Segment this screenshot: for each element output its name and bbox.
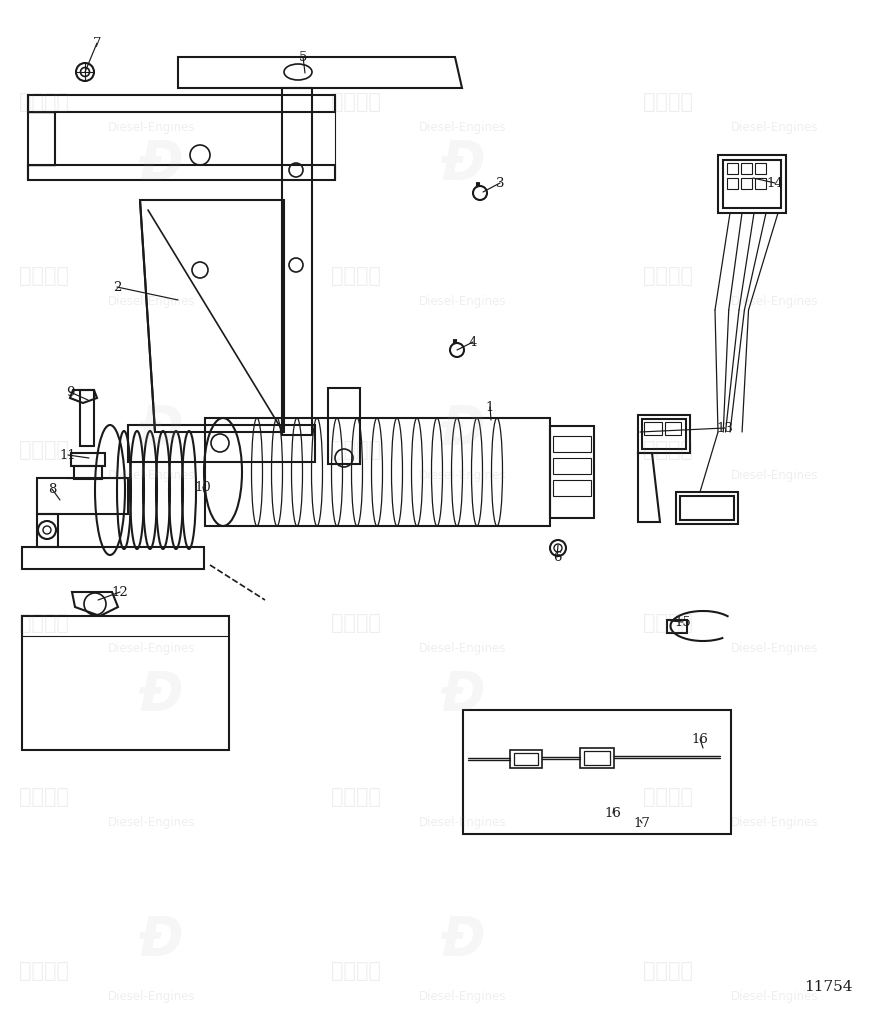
Text: Diesel-Engines: Diesel-Engines <box>419 469 506 481</box>
Text: 10: 10 <box>195 480 212 494</box>
Text: Diesel-Engines: Diesel-Engines <box>108 122 195 134</box>
Bar <box>584 751 610 765</box>
Bar <box>553 458 591 474</box>
Bar <box>727 162 738 174</box>
Text: Ð: Ð <box>138 138 182 189</box>
Text: 紫发动力: 紫发动力 <box>20 266 69 286</box>
Bar <box>741 162 752 174</box>
Text: 紫发动力: 紫发动力 <box>20 961 69 981</box>
Text: 紫发动力: 紫发动力 <box>331 439 381 460</box>
Text: Ð: Ð <box>138 915 182 966</box>
Bar <box>22 547 204 569</box>
Text: 17: 17 <box>634 817 651 830</box>
Bar <box>550 426 594 518</box>
Text: 3: 3 <box>496 177 505 189</box>
Text: 紫发动力: 紫发动力 <box>643 439 692 460</box>
Bar <box>205 418 550 526</box>
Text: Ð: Ð <box>138 404 182 455</box>
Text: 紫发动力: 紫发动力 <box>331 266 381 286</box>
Text: Ð: Ð <box>138 669 182 721</box>
Bar <box>463 710 731 834</box>
Text: Ð: Ð <box>441 138 485 189</box>
Text: Diesel-Engines: Diesel-Engines <box>419 990 506 1003</box>
Bar <box>553 436 591 452</box>
Bar <box>741 178 752 189</box>
Bar <box>580 748 614 768</box>
Text: 1: 1 <box>486 401 494 414</box>
Text: 紫发动力: 紫发动力 <box>643 266 692 286</box>
Text: Diesel-Engines: Diesel-Engines <box>108 469 195 481</box>
Bar <box>718 155 786 213</box>
Bar <box>676 492 738 524</box>
Bar <box>644 422 662 435</box>
Text: 16: 16 <box>604 806 621 820</box>
Text: Diesel-Engines: Diesel-Engines <box>731 122 818 134</box>
Bar <box>553 480 591 496</box>
Bar <box>667 620 687 633</box>
Text: 11: 11 <box>60 449 77 462</box>
Bar <box>723 160 781 208</box>
Text: Ð: Ð <box>441 404 485 455</box>
Text: 紫发动力: 紫发动力 <box>643 787 692 807</box>
Text: Diesel-Engines: Diesel-Engines <box>108 990 195 1003</box>
Bar <box>71 453 105 466</box>
Bar <box>755 178 766 189</box>
Bar <box>680 496 734 520</box>
Text: Diesel-Engines: Diesel-Engines <box>419 643 506 655</box>
Text: 6: 6 <box>553 551 562 563</box>
Bar <box>638 415 690 453</box>
Text: 紫发动力: 紫发动力 <box>20 439 69 460</box>
Text: Diesel-Engines: Diesel-Engines <box>731 990 818 1003</box>
Text: 紫发动力: 紫发动力 <box>331 613 381 634</box>
Text: 15: 15 <box>675 615 692 629</box>
Bar <box>514 753 538 765</box>
Text: 紫发动力: 紫发动力 <box>331 92 381 112</box>
Text: 紫发动力: 紫发动力 <box>643 613 692 634</box>
Text: 11754: 11754 <box>804 980 853 994</box>
Text: 紫发动力: 紫发动力 <box>643 92 692 112</box>
Text: 2: 2 <box>113 280 121 293</box>
Text: 7: 7 <box>93 37 101 49</box>
Bar <box>510 750 542 768</box>
Text: 5: 5 <box>299 50 307 63</box>
Text: Ð: Ð <box>441 915 485 966</box>
Bar <box>727 178 738 189</box>
Bar <box>74 466 102 479</box>
Bar <box>80 390 94 446</box>
Text: Diesel-Engines: Diesel-Engines <box>731 295 818 308</box>
Text: Ð: Ð <box>441 669 485 721</box>
Text: 14: 14 <box>766 177 783 189</box>
Bar <box>755 162 766 174</box>
Bar <box>665 422 681 435</box>
Text: Diesel-Engines: Diesel-Engines <box>731 643 818 655</box>
Text: Diesel-Engines: Diesel-Engines <box>731 817 818 829</box>
Text: Diesel-Engines: Diesel-Engines <box>419 817 506 829</box>
Text: 紫发动力: 紫发动力 <box>20 92 69 112</box>
Bar <box>328 388 360 464</box>
Text: 12: 12 <box>111 586 128 599</box>
Text: 16: 16 <box>692 733 708 745</box>
Text: Diesel-Engines: Diesel-Engines <box>731 469 818 481</box>
Text: 4: 4 <box>469 335 477 349</box>
Text: 8: 8 <box>48 482 56 496</box>
Bar <box>22 616 229 750</box>
Text: 紫发动力: 紫发动力 <box>20 613 69 634</box>
Text: Diesel-Engines: Diesel-Engines <box>419 122 506 134</box>
Text: 9: 9 <box>66 385 74 399</box>
Text: Diesel-Engines: Diesel-Engines <box>108 295 195 308</box>
Text: 紫发动力: 紫发动力 <box>20 787 69 807</box>
Text: Diesel-Engines: Diesel-Engines <box>108 817 195 829</box>
Text: 紫发动力: 紫发动力 <box>643 961 692 981</box>
Text: Diesel-Engines: Diesel-Engines <box>419 295 506 308</box>
Text: 13: 13 <box>716 421 733 434</box>
Text: 紫发动力: 紫发动力 <box>331 961 381 981</box>
Text: 紫发动力: 紫发动力 <box>331 787 381 807</box>
Text: Diesel-Engines: Diesel-Engines <box>108 643 195 655</box>
Bar <box>642 419 686 449</box>
